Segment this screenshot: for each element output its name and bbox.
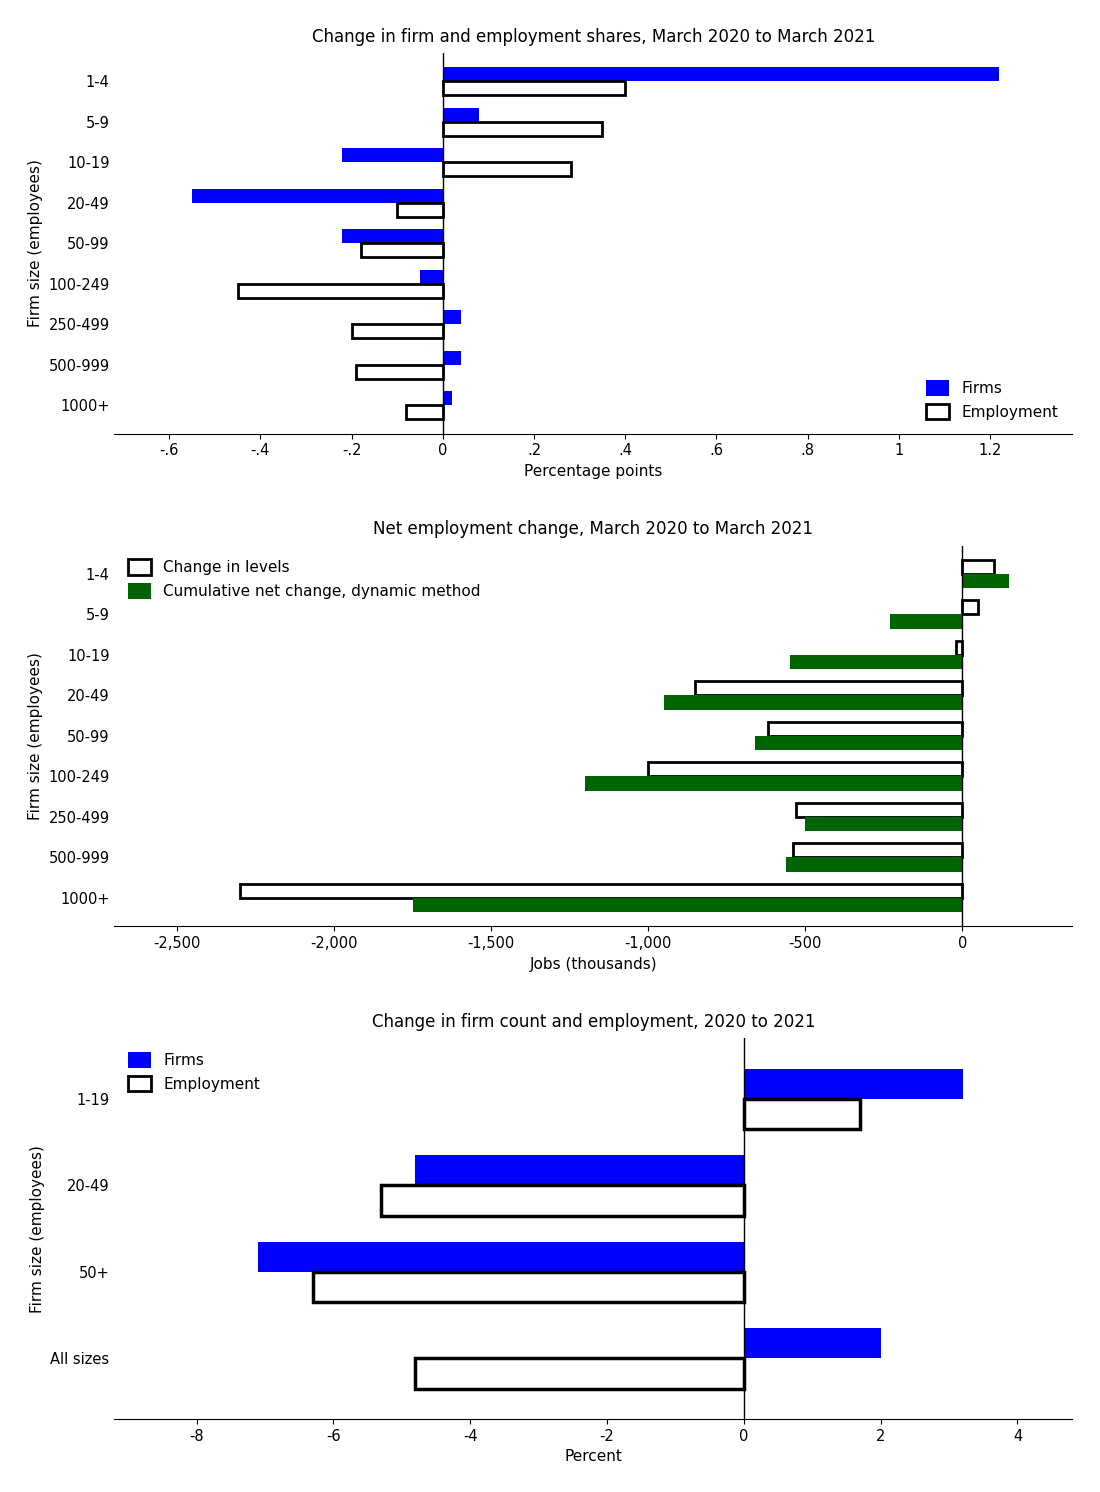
Bar <box>443 67 999 81</box>
Y-axis label: Firm size (employees): Firm size (employees) <box>30 1144 45 1313</box>
Bar <box>790 655 962 668</box>
Bar <box>585 776 962 791</box>
Bar <box>192 188 443 203</box>
Bar <box>805 818 962 831</box>
X-axis label: Percentage points: Percentage points <box>524 464 662 479</box>
Bar <box>342 148 443 163</box>
Bar <box>755 736 962 750</box>
Bar <box>443 81 625 95</box>
Bar <box>443 310 461 324</box>
Bar <box>695 682 962 695</box>
Bar <box>744 1068 962 1098</box>
Bar <box>443 163 571 176</box>
Bar <box>397 203 443 216</box>
Bar <box>412 898 962 912</box>
Bar <box>648 762 962 776</box>
Bar <box>962 574 1010 588</box>
Bar <box>356 364 443 379</box>
Y-axis label: Firm size (employees): Firm size (employees) <box>28 160 43 327</box>
Bar <box>956 640 962 655</box>
Bar <box>664 695 962 710</box>
Bar <box>406 406 443 419</box>
Bar <box>796 803 962 818</box>
Bar <box>443 122 603 136</box>
Bar <box>416 1358 744 1389</box>
Bar <box>962 600 978 615</box>
Bar <box>240 883 962 898</box>
Y-axis label: Firm size (employees): Firm size (employees) <box>28 652 43 821</box>
Bar <box>443 107 480 122</box>
Bar <box>962 560 993 574</box>
Bar <box>890 615 962 628</box>
Bar <box>258 1241 744 1271</box>
Bar <box>342 230 443 243</box>
Bar <box>786 858 962 871</box>
Bar <box>238 283 443 298</box>
Bar <box>744 1328 881 1358</box>
Bar <box>768 722 962 736</box>
Legend: Change in levels, Cumulative net change, dynamic method: Change in levels, Cumulative net change,… <box>122 554 487 606</box>
Bar <box>361 243 443 258</box>
Bar <box>744 1098 860 1129</box>
Bar <box>443 391 452 406</box>
X-axis label: Percent: Percent <box>564 1449 623 1464</box>
Bar <box>312 1271 744 1303</box>
Bar <box>793 843 962 858</box>
Bar <box>443 351 461 364</box>
Bar <box>416 1155 744 1185</box>
Bar <box>352 324 443 339</box>
Bar <box>382 1185 744 1216</box>
Title: Change in firm and employment shares, March 2020 to March 2021: Change in firm and employment shares, Ma… <box>311 28 874 46</box>
Title: Net employment change, March 2020 to March 2021: Net employment change, March 2020 to Mar… <box>373 521 813 539</box>
Legend: Firms, Employment: Firms, Employment <box>122 1046 266 1098</box>
Bar <box>420 270 443 283</box>
X-axis label: Jobs (thousands): Jobs (thousands) <box>529 956 657 971</box>
Legend: Firms, Employment: Firms, Employment <box>921 374 1065 425</box>
Title: Change in firm count and employment, 2020 to 2021: Change in firm count and employment, 202… <box>372 1013 815 1031</box>
